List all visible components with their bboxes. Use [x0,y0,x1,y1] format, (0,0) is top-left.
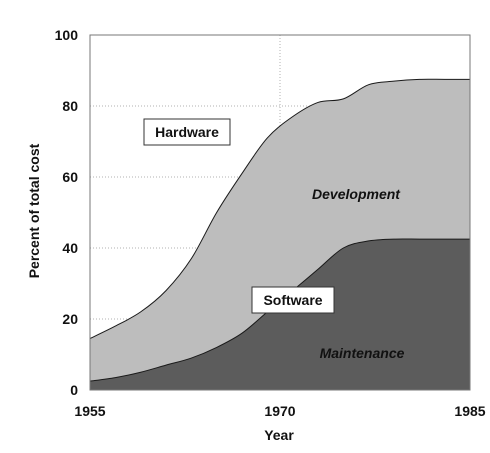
plot-frame [89,34,471,391]
y-axis-title: Percent of total cost [26,143,42,278]
software-label-box [251,286,335,314]
x-tick-label-1985: 1985 [454,403,485,419]
development-region-label: Development [312,186,401,202]
x-tick-label-1955: 1955 [74,403,105,419]
y-tick-label-60: 60 [62,169,78,185]
y-tick-label-20: 20 [62,311,78,327]
hardware-label-text: Hardware [155,124,219,140]
y-tick-label-40: 40 [62,240,78,256]
maintenance-region-label: Maintenance [320,345,405,361]
software-label: Software [251,286,335,314]
hardware-label: Hardware [143,118,231,146]
x-tick-label-1970: 1970 [264,403,295,419]
software-label-text: Software [263,292,322,308]
y-tick-label-100: 100 [55,27,79,43]
y-tick-label-0: 0 [70,382,78,398]
y-tick-label-80: 80 [62,98,78,114]
x-axis-title: Year [264,427,294,443]
hardware-label-box [143,118,231,146]
